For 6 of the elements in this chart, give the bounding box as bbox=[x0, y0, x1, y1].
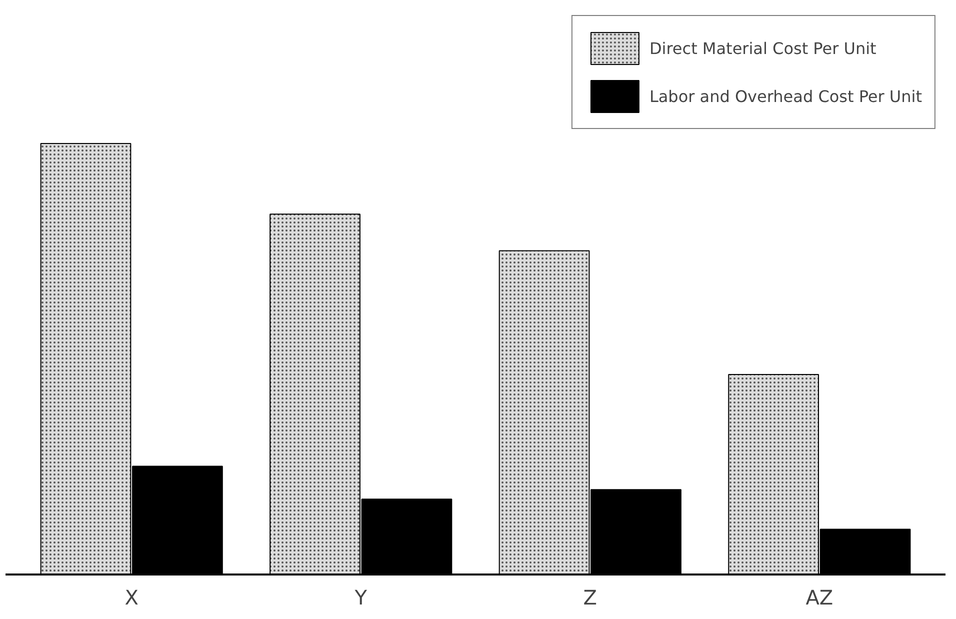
x-tick-label: Y bbox=[354, 586, 368, 610]
x-tick-label: AZ bbox=[806, 586, 834, 610]
legend-label: Labor and Overhead Cost Per Unit bbox=[649, 86, 922, 106]
x-tick-label: X bbox=[124, 586, 139, 610]
x-tick-label: Z bbox=[583, 586, 597, 610]
legend-label: Direct Material Cost Per Unit bbox=[649, 38, 876, 58]
